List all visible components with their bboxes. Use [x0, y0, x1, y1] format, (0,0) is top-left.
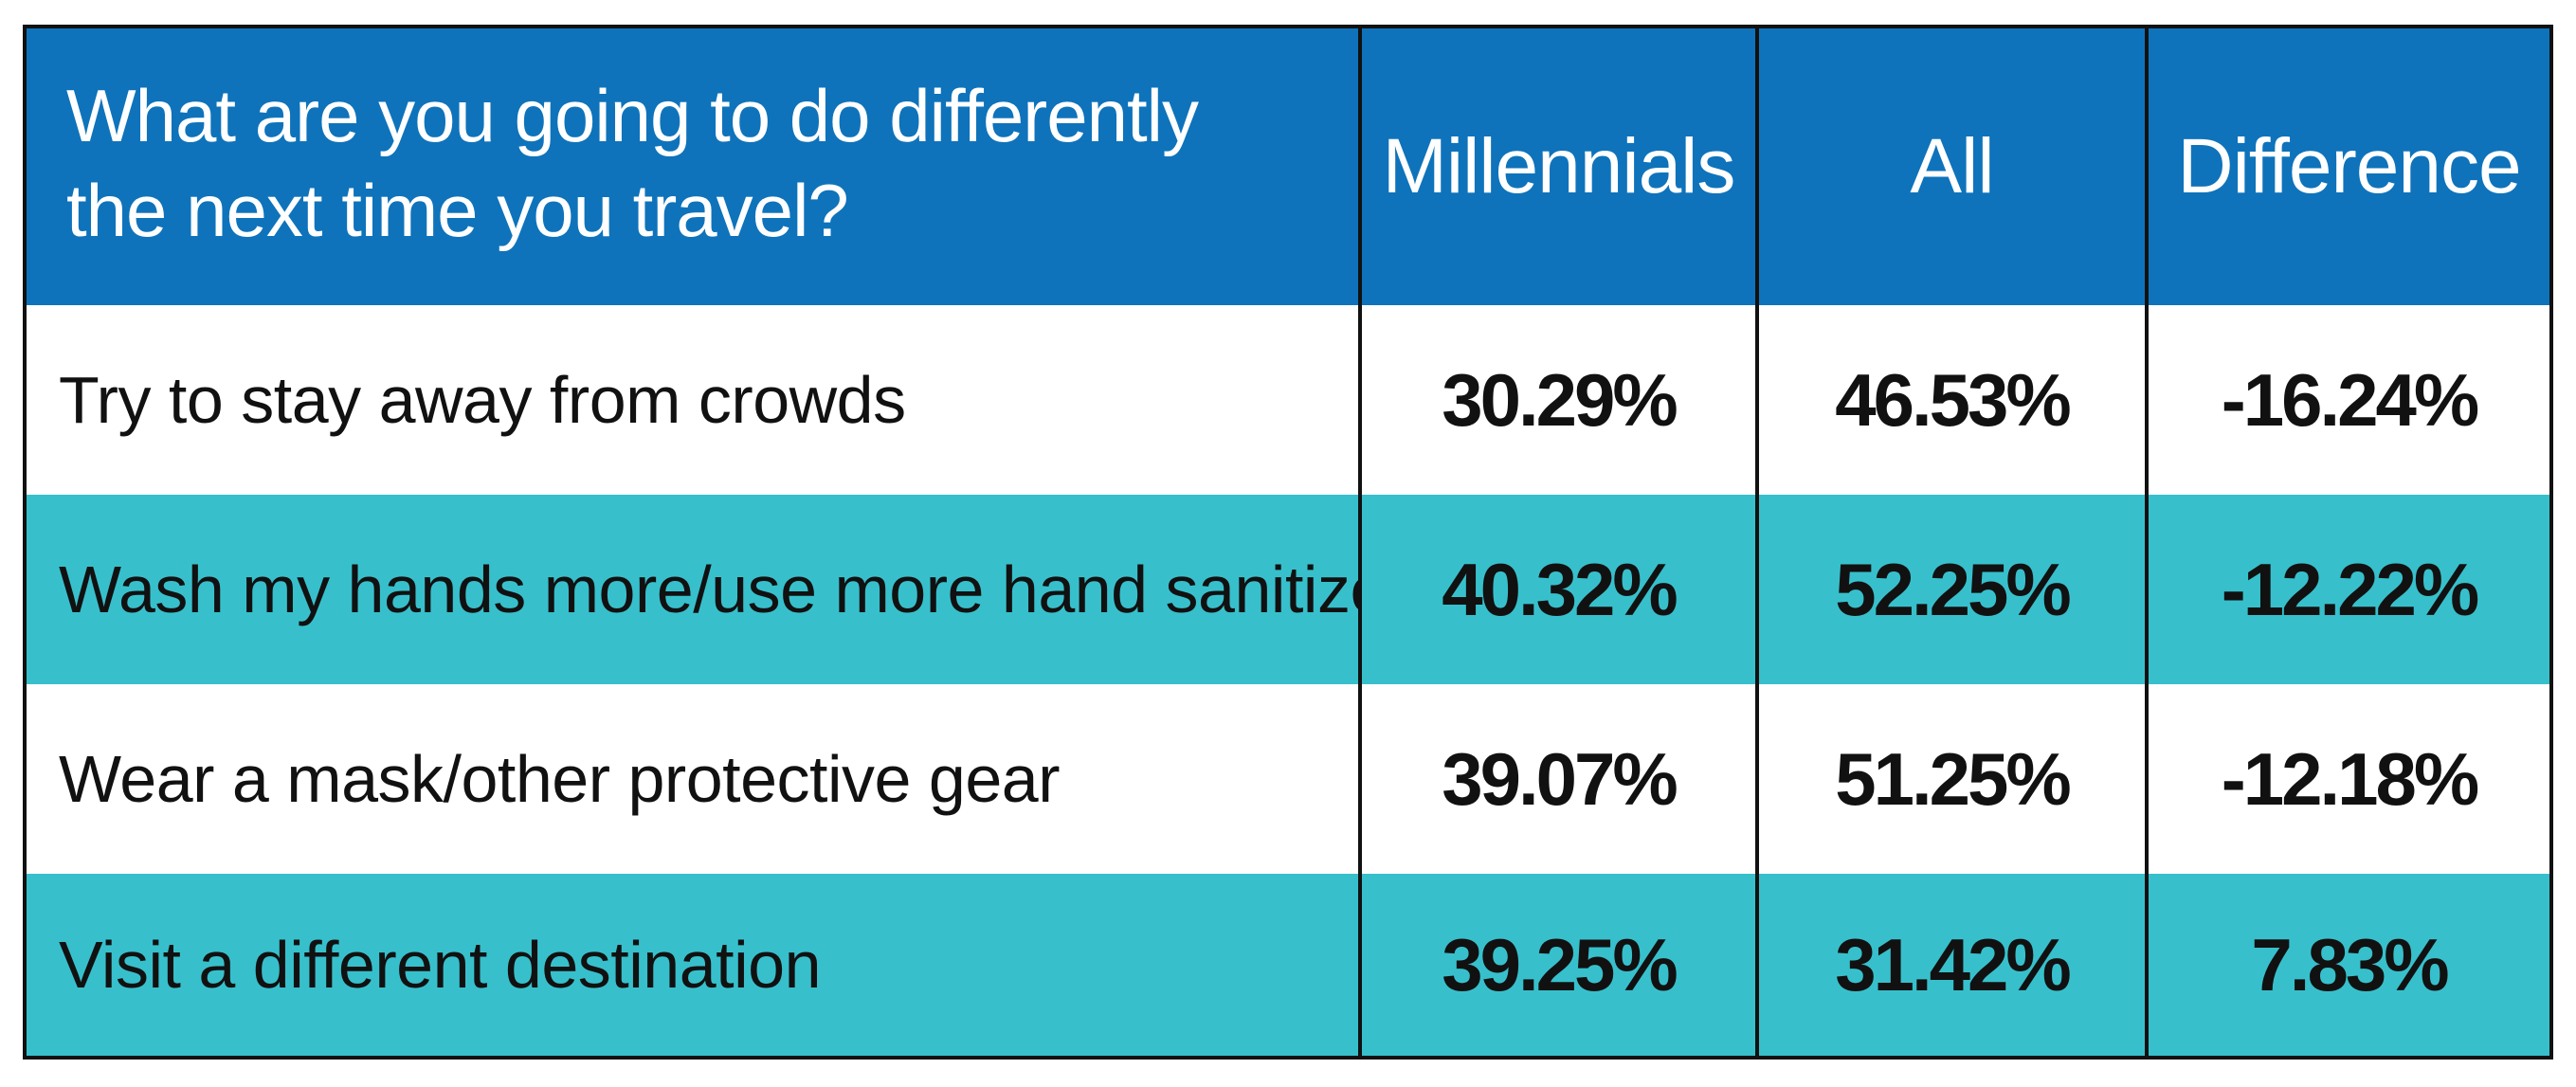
table-row: Try to stay away from crowds 30.29% 46.5… — [27, 305, 2549, 495]
all-value: 46.53% — [1755, 305, 2147, 495]
survey-table: What are you going to do differently the… — [23, 25, 2553, 1060]
difference-value: -12.22% — [2145, 495, 2549, 684]
all-value: 51.25% — [1755, 684, 2147, 874]
millennials-value: 39.25% — [1358, 874, 1757, 1056]
row-label: Visit a different destination — [27, 874, 1360, 1056]
row-label: Wash my hands more/use more hand sanitiz… — [27, 495, 1360, 684]
millennials-header: Millennials — [1358, 28, 1757, 305]
all-header: All — [1755, 28, 2147, 305]
question-line-2: the next time you travel? — [66, 169, 849, 252]
difference-value: -12.18% — [2145, 684, 2549, 874]
comparison-table: What are you going to do differently the… — [27, 28, 2549, 1056]
all-value: 31.42% — [1755, 874, 2147, 1056]
difference-header: Difference — [2145, 28, 2549, 305]
all-value: 52.25% — [1755, 495, 2147, 684]
difference-value: 7.83% — [2145, 874, 2549, 1056]
row-label: Try to stay away from crowds — [27, 305, 1360, 495]
question-header: What are you going to do differently the… — [27, 28, 1360, 305]
header-row: What are you going to do differently the… — [27, 28, 2549, 305]
millennials-value: 40.32% — [1358, 495, 1757, 684]
millennials-value: 30.29% — [1358, 305, 1757, 495]
millennials-value: 39.07% — [1358, 684, 1757, 874]
difference-value: -16.24% — [2145, 305, 2549, 495]
table-row: Wash my hands more/use more hand sanitiz… — [27, 495, 2549, 684]
question-line-1: What are you going to do differently — [66, 74, 1199, 157]
table-row: Wear a mask/other protective gear 39.07%… — [27, 684, 2549, 874]
table-row: Visit a different destination 39.25% 31.… — [27, 874, 2549, 1056]
row-label: Wear a mask/other protective gear — [27, 684, 1360, 874]
